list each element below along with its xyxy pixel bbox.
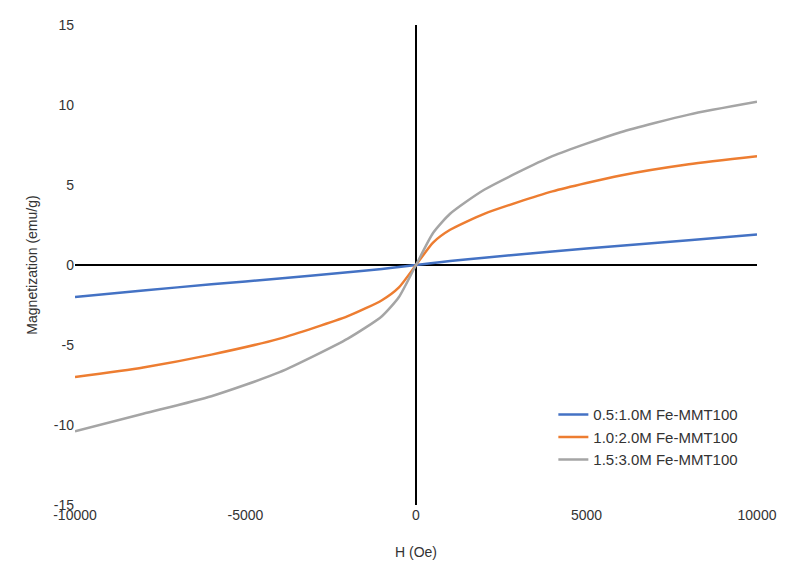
svg-text:0: 0 [412, 507, 420, 523]
svg-text:1.0:2.0M Fe-MMT100: 1.0:2.0M Fe-MMT100 [593, 429, 737, 446]
svg-text:-10: -10 [54, 417, 74, 433]
svg-text:5000: 5000 [571, 507, 602, 523]
svg-text:1.5:3.0M Fe-MMT100: 1.5:3.0M Fe-MMT100 [593, 451, 737, 468]
svg-text:-15: -15 [54, 497, 74, 513]
svg-text:5: 5 [66, 177, 74, 193]
svg-text:Magnetization (emu/g): Magnetization (emu/g) [24, 195, 40, 334]
svg-text:10000: 10000 [738, 507, 777, 523]
svg-text:H (Oe): H (Oe) [395, 544, 437, 560]
svg-text:-5000: -5000 [228, 507, 264, 523]
svg-text:0.5:1.0M Fe-MMT100: 0.5:1.0M Fe-MMT100 [593, 406, 737, 423]
svg-text:0: 0 [66, 257, 74, 273]
svg-text:15: 15 [58, 17, 74, 33]
svg-text:10: 10 [58, 97, 74, 113]
svg-text:-10000: -10000 [53, 507, 97, 523]
svg-text:-5: -5 [62, 337, 75, 353]
